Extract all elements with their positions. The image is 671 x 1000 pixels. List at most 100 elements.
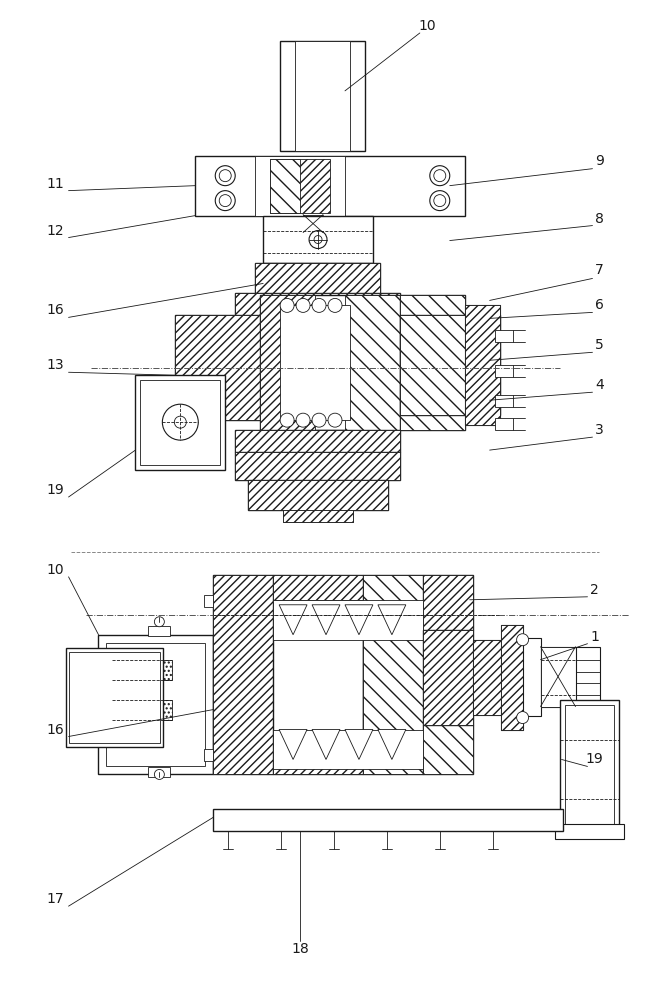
Text: 13: 13 (47, 358, 64, 372)
Bar (273, 749, 363, 774)
Text: 10: 10 (418, 19, 435, 33)
Circle shape (314, 236, 322, 244)
Bar (423, 575, 472, 630)
Bar (136, 375, 225, 470)
Bar (465, 305, 500, 425)
Text: 3: 3 (595, 423, 604, 437)
Bar (236, 293, 400, 315)
Bar (255, 156, 345, 216)
Bar (204, 595, 213, 607)
Text: 4: 4 (595, 378, 604, 392)
Circle shape (312, 298, 326, 312)
Bar (400, 315, 500, 415)
Bar (213, 809, 562, 831)
Bar (295, 41, 350, 151)
Bar (423, 725, 472, 774)
Bar (423, 725, 472, 774)
Bar (345, 295, 400, 430)
Bar (68, 652, 160, 743)
Circle shape (215, 166, 236, 186)
Bar (423, 575, 472, 630)
Bar (260, 295, 400, 430)
Bar (255, 263, 380, 293)
Bar (280, 305, 350, 420)
Bar (303, 215, 323, 233)
Bar (236, 452, 400, 480)
Circle shape (312, 413, 326, 427)
Bar (283, 510, 353, 522)
Bar (236, 430, 400, 452)
Circle shape (154, 769, 164, 779)
Bar (541, 647, 576, 707)
Text: 6: 6 (595, 298, 604, 312)
Bar (495, 365, 513, 377)
Circle shape (162, 404, 199, 440)
Text: 2: 2 (590, 583, 599, 597)
Text: 1: 1 (590, 630, 599, 644)
Circle shape (280, 298, 294, 312)
Bar (423, 630, 472, 725)
Bar (213, 575, 273, 774)
Circle shape (215, 191, 236, 211)
Text: 7: 7 (595, 263, 604, 277)
Bar (236, 293, 400, 315)
Circle shape (219, 195, 231, 207)
Text: 19: 19 (586, 752, 603, 766)
Text: 10: 10 (47, 563, 64, 577)
Text: 5: 5 (595, 338, 604, 352)
Bar (400, 295, 465, 430)
Bar (501, 625, 523, 730)
Bar (560, 700, 619, 829)
Circle shape (430, 191, 450, 211)
Polygon shape (345, 605, 373, 635)
Bar (465, 305, 500, 425)
Bar (213, 575, 273, 774)
Bar (564, 705, 615, 824)
Text: 16: 16 (47, 303, 64, 317)
Bar (148, 767, 170, 777)
Bar (273, 600, 423, 640)
Polygon shape (279, 730, 307, 759)
Text: 8: 8 (595, 212, 604, 226)
Text: 11: 11 (47, 177, 64, 191)
Bar (472, 640, 501, 715)
Bar (236, 452, 400, 480)
Bar (255, 263, 380, 293)
Circle shape (154, 617, 164, 627)
Circle shape (296, 413, 310, 427)
Bar (523, 638, 541, 716)
Bar (363, 575, 423, 774)
Bar (501, 625, 523, 730)
Bar (400, 315, 500, 415)
Bar (248, 480, 388, 510)
Circle shape (430, 166, 450, 186)
Bar (99, 635, 213, 774)
Bar (273, 575, 363, 600)
Polygon shape (312, 730, 340, 759)
Bar (363, 575, 423, 774)
Circle shape (296, 298, 310, 312)
Bar (400, 295, 465, 430)
Circle shape (309, 231, 327, 249)
Circle shape (328, 413, 342, 427)
Circle shape (433, 170, 446, 182)
Bar (495, 418, 513, 430)
Text: 12: 12 (47, 224, 64, 238)
Circle shape (328, 298, 342, 312)
Bar (175, 315, 260, 420)
Text: 17: 17 (47, 892, 64, 906)
Bar (236, 430, 400, 452)
Bar (554, 824, 625, 839)
Bar (270, 159, 330, 213)
Bar (107, 643, 205, 766)
Bar (113, 700, 172, 720)
Polygon shape (279, 605, 307, 635)
Polygon shape (345, 730, 373, 759)
Bar (576, 647, 601, 707)
Text: 16: 16 (47, 723, 64, 737)
Circle shape (174, 416, 187, 428)
Bar (541, 647, 576, 707)
Bar (273, 730, 423, 769)
Text: 19: 19 (47, 483, 64, 497)
Bar (280, 41, 365, 151)
